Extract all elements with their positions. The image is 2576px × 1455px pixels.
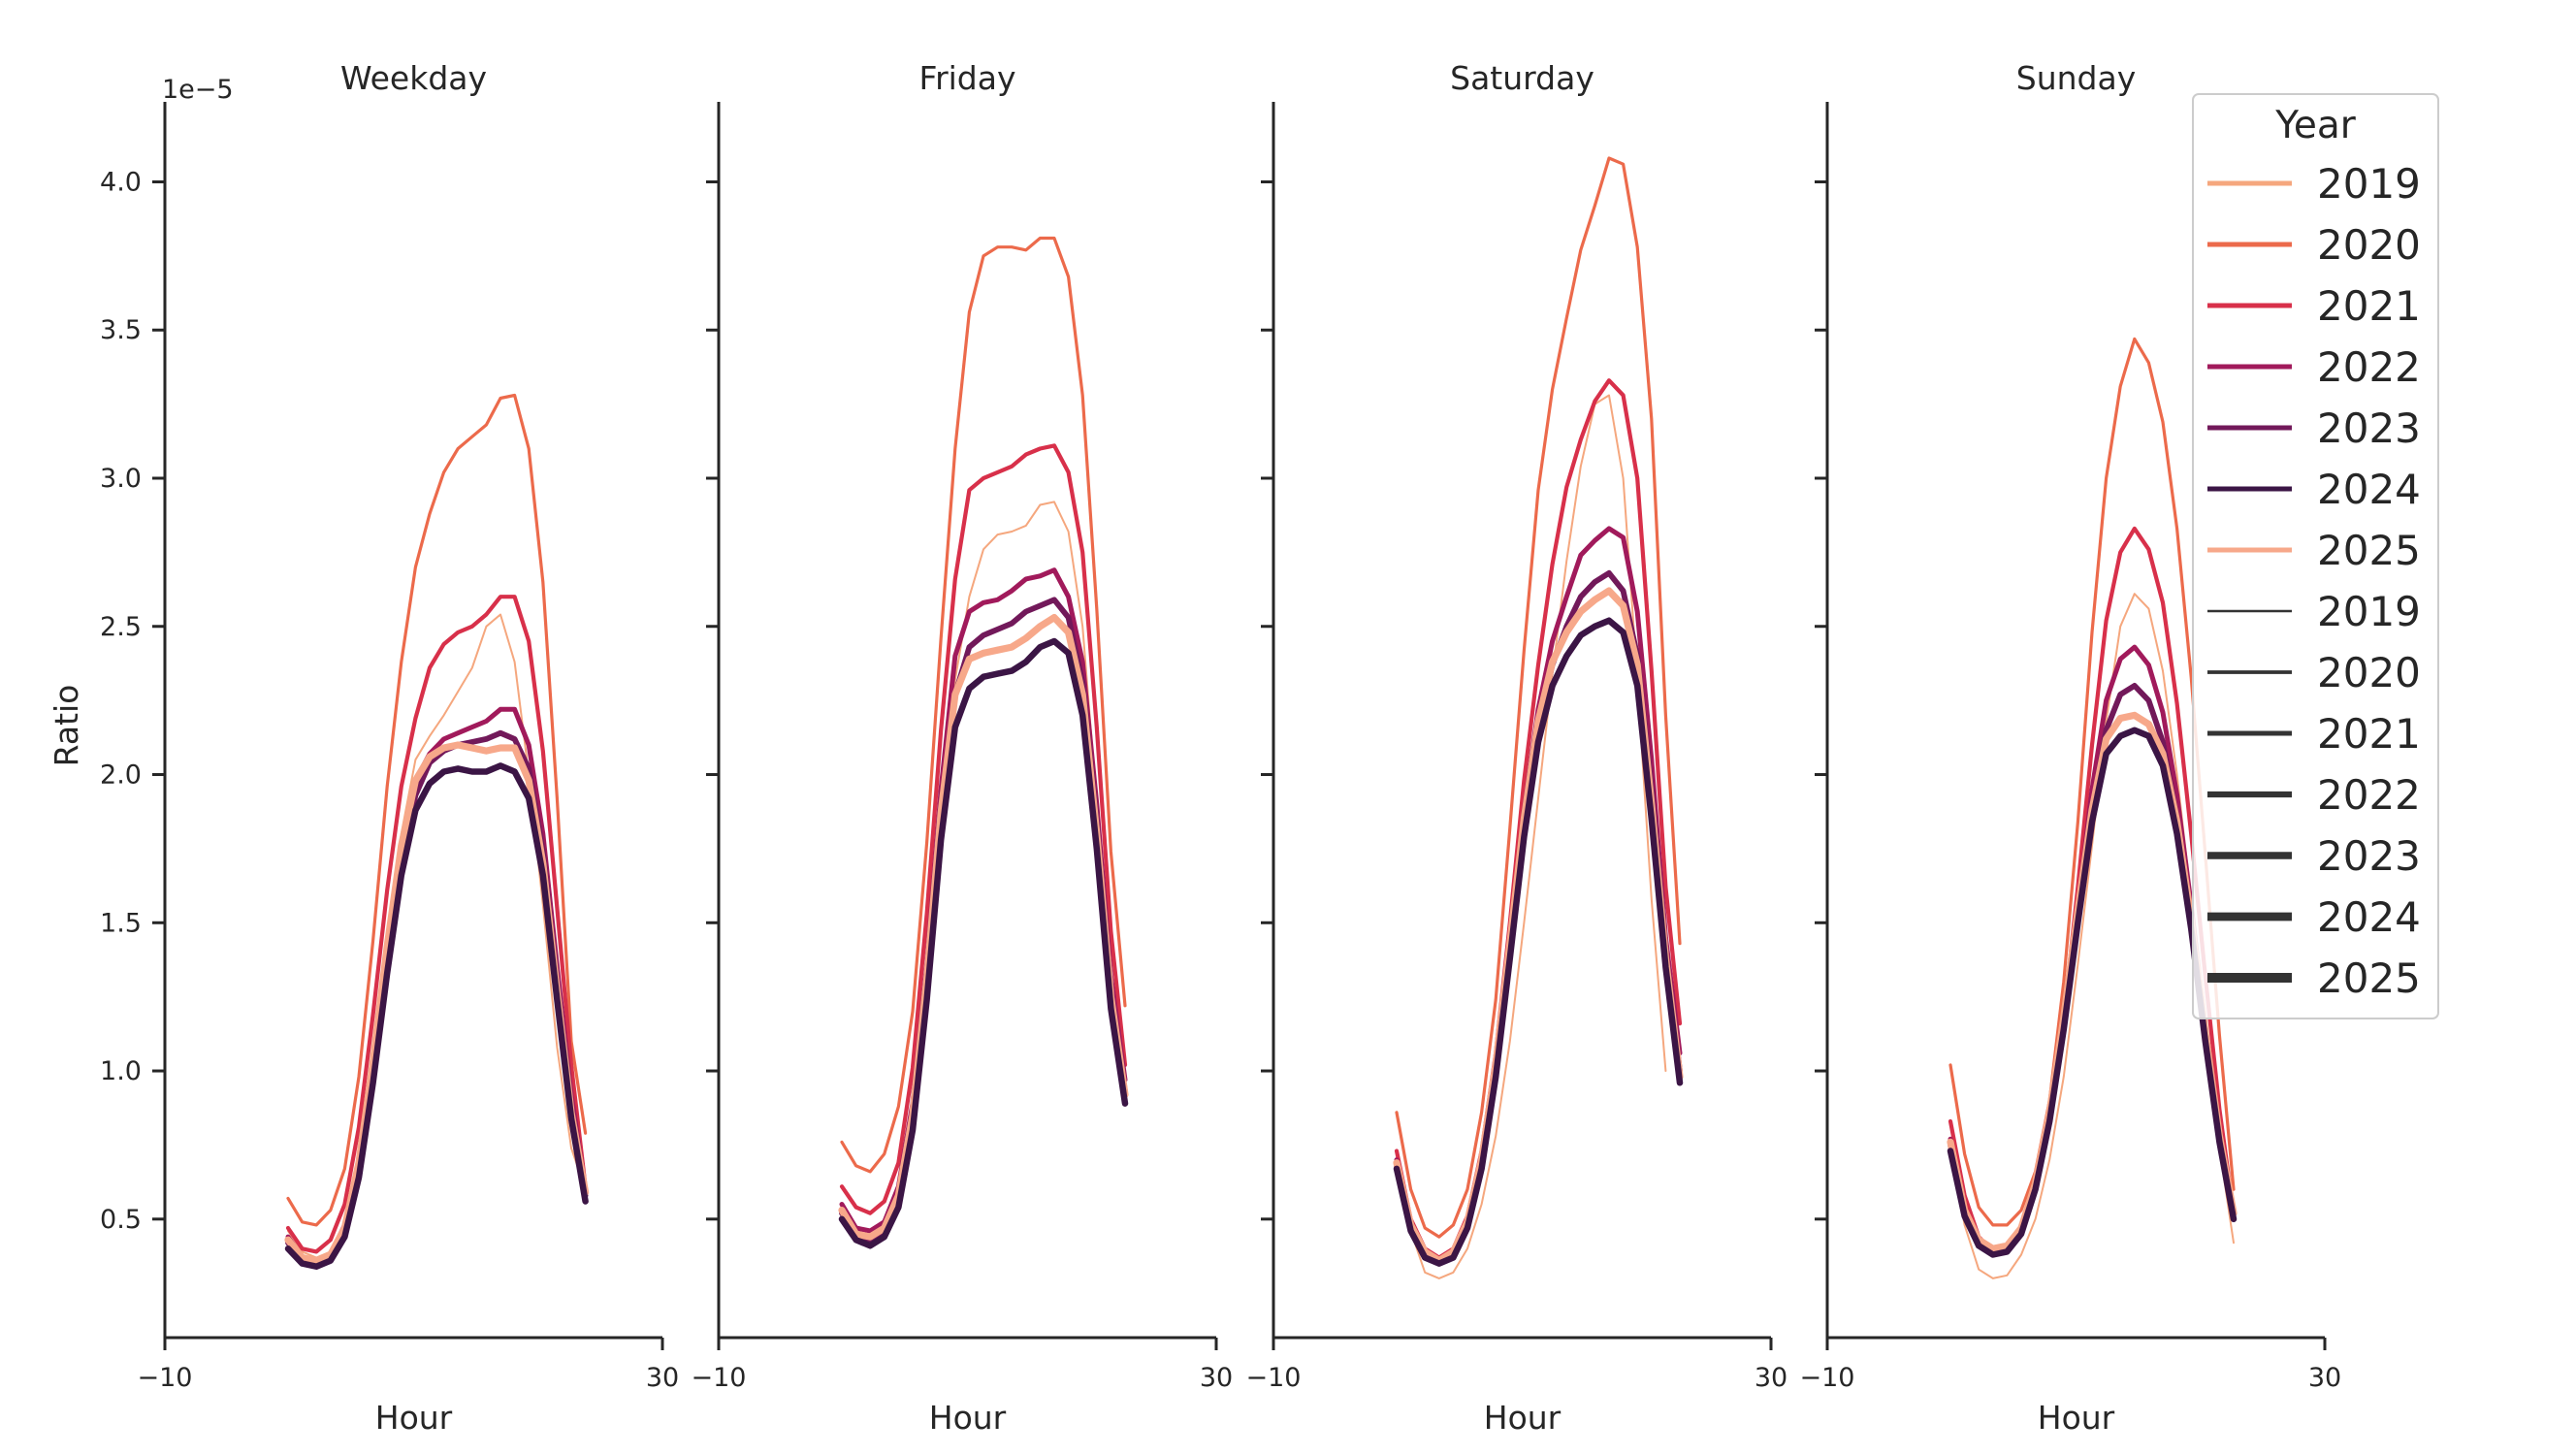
legend-color-label: 2025 xyxy=(2317,527,2421,574)
series-line-2021 xyxy=(285,595,588,1254)
y-tick-label: 1.5 xyxy=(100,908,142,938)
legend-width-label: 2025 xyxy=(2317,954,2421,1002)
x-tick-label: −10 xyxy=(1800,1363,1855,1393)
series-line-2022 xyxy=(285,706,589,1264)
y-axis-title: Ratio xyxy=(48,685,85,767)
series-line-2021 xyxy=(839,443,1128,1215)
series-line-2019 xyxy=(841,501,1126,1239)
series-line-2024 xyxy=(1947,727,2238,1258)
series-line-2024 xyxy=(284,762,589,1270)
y-tick-label: 3.0 xyxy=(100,464,142,494)
panel-weekday: Weekday 0.5 1.0 1.5 2.0 2.5 3.0 3.5 4.0 −10 30 Hour xyxy=(100,59,679,1437)
x-tick-label: 30 xyxy=(646,1363,679,1393)
series-line-2020 xyxy=(1395,156,1682,1239)
panel-saturday: Saturday −10 30 Hour xyxy=(1246,59,1788,1437)
series-line-2024 xyxy=(1393,617,1684,1267)
series-line-2025 xyxy=(1393,587,1684,1265)
legend-color-label: 2024 xyxy=(2317,466,2421,513)
panel-title: Weekday xyxy=(340,59,487,97)
series-line-2024 xyxy=(838,637,1129,1249)
x-axis-title: Hour xyxy=(929,1399,1007,1437)
x-tick-label: 30 xyxy=(2308,1363,2341,1393)
panel-friday: Friday −10 30 Hour xyxy=(692,59,1234,1437)
legend-width-label: 2023 xyxy=(2317,832,2421,880)
legend-color-label: 2023 xyxy=(2317,404,2421,452)
series-line-2019 xyxy=(1396,394,1667,1279)
panel-sunday: Sunday −10 30 Hour xyxy=(1800,59,2342,1437)
legend-width-label: 2021 xyxy=(2317,710,2421,758)
series-line-2025 xyxy=(1947,711,2238,1252)
x-tick-label: −10 xyxy=(138,1363,193,1393)
legend: Year 2019 2020 2021 2022 2023 2024 2025 2019 2020… xyxy=(2192,93,2439,1019)
legend-width-label: 2019 xyxy=(2317,588,2421,635)
legend-color-label: 2021 xyxy=(2317,282,2421,330)
legend-width-label: 2020 xyxy=(2317,649,2421,696)
panel-title: Friday xyxy=(918,59,1015,97)
x-tick-label: −10 xyxy=(692,1363,747,1393)
series-line-2019 xyxy=(287,613,587,1259)
y-scale-offset-label: 1e−5 xyxy=(162,75,234,105)
series-line-2022 xyxy=(839,567,1128,1234)
y-tick-label: 2.0 xyxy=(100,760,142,791)
x-axis-title: Hour xyxy=(375,1399,453,1437)
y-tick-label: 0.5 xyxy=(100,1205,142,1235)
x-tick-label: 30 xyxy=(1200,1363,1233,1393)
series-line-2020 xyxy=(840,236,1127,1174)
legend-width-label: 2024 xyxy=(2317,893,2421,941)
panel-title: Saturday xyxy=(1450,59,1594,97)
series-line-2021 xyxy=(1394,378,1683,1260)
panel-title: Sunday xyxy=(2016,59,2136,97)
x-tick-label: −10 xyxy=(1246,1363,1302,1393)
x-axis-title: Hour xyxy=(2038,1399,2115,1437)
legend-frame xyxy=(2192,93,2439,1019)
series-line-2023 xyxy=(1948,683,2237,1258)
legend-color-label: 2020 xyxy=(2317,221,2421,269)
series-line-2020 xyxy=(286,393,588,1227)
y-tick-label: 2.5 xyxy=(100,612,142,642)
series-line-2022 xyxy=(1394,526,1683,1264)
y-tick-label: 4.0 xyxy=(100,167,142,197)
legend-color-label: 2019 xyxy=(2317,160,2421,208)
y-tick-label: 1.0 xyxy=(100,1056,142,1086)
x-axis-title: Hour xyxy=(1484,1399,1562,1437)
legend-width-label: 2022 xyxy=(2317,771,2421,819)
legend-title: Year xyxy=(2274,104,2357,147)
x-tick-label: 30 xyxy=(1755,1363,1787,1393)
y-tick-label: 3.5 xyxy=(100,315,142,345)
legend-color-label: 2022 xyxy=(2317,343,2421,391)
series-line-2020 xyxy=(1948,337,2236,1227)
panels-layer: Weekday 0.5 1.0 1.5 2.0 2.5 3.0 3.5 4.0 −10 30 Hour… xyxy=(100,59,2341,1437)
series-line-2025 xyxy=(838,613,1129,1241)
